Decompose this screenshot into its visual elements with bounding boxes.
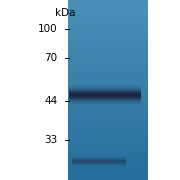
Text: 70: 70: [44, 53, 58, 63]
Text: kDa: kDa: [55, 8, 75, 18]
Text: 100: 100: [38, 24, 58, 34]
Text: 44: 44: [44, 96, 58, 106]
Text: 33: 33: [44, 135, 58, 145]
